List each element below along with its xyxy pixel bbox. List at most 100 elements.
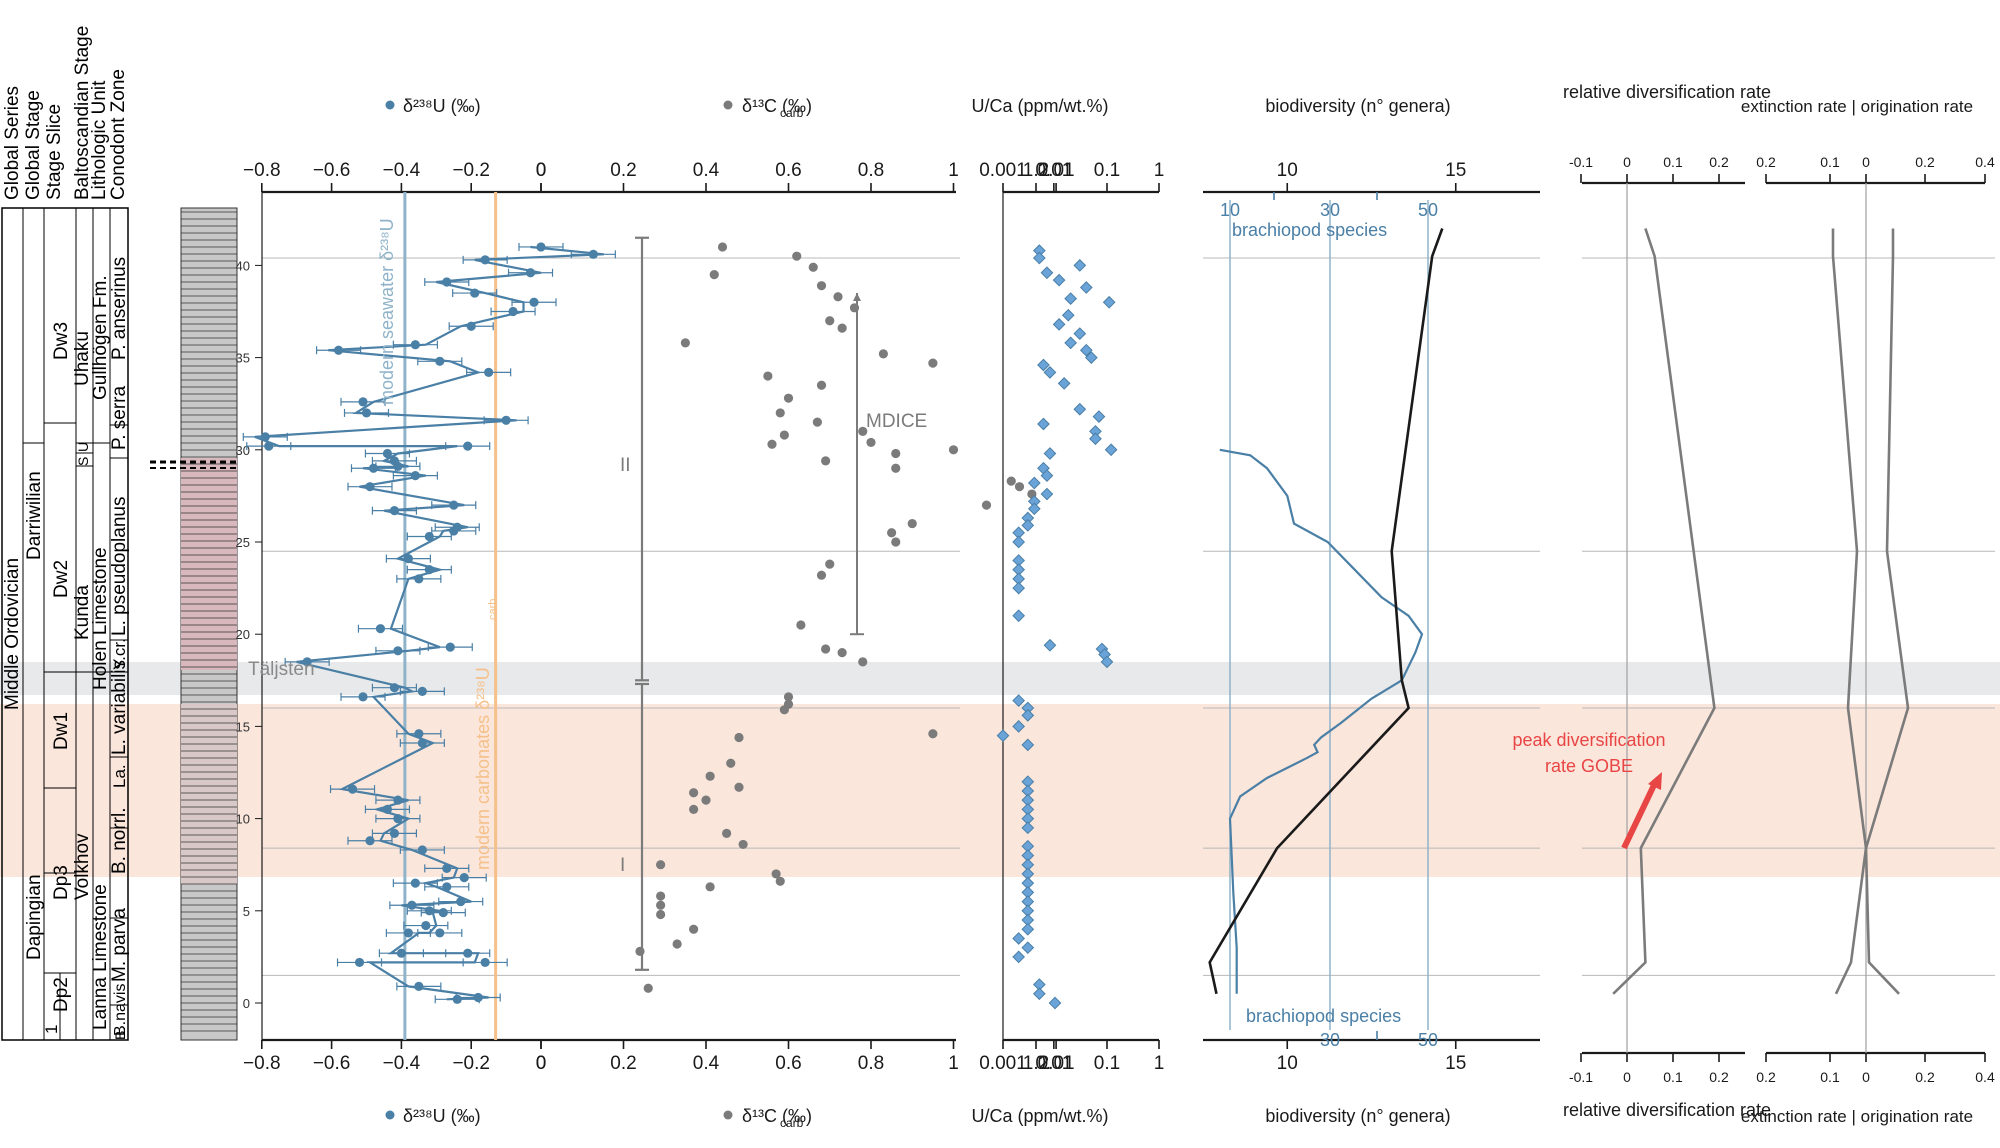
gobe-band [0, 704, 2000, 877]
cono-b: B. [112, 1027, 128, 1040]
c13-point [680, 338, 690, 348]
c13-point [705, 882, 715, 892]
u238-point [463, 948, 473, 958]
uca-point [1043, 638, 1057, 652]
c13-point [722, 828, 732, 838]
uca-point [1040, 266, 1054, 280]
u-top-tick-label: 0 [536, 160, 547, 181]
c13-point [775, 876, 785, 886]
svg-text:δ¹³C (‰): δ¹³C (‰) [742, 96, 812, 116]
u238-point [389, 506, 400, 516]
mdice-arrow [853, 293, 861, 302]
genera-line [1208, 228, 1444, 995]
peak-label-1: peak diversification [1512, 730, 1665, 750]
uca-top-tick-label: 0.01 [1035, 160, 1072, 181]
c13-point [878, 349, 888, 359]
c13-point [928, 729, 938, 739]
slice-dw3: Dw3 [51, 322, 72, 360]
u238-point [396, 948, 406, 958]
c13-point [701, 795, 711, 805]
ext-bottom-tick-label: 0.1 [1820, 1069, 1840, 1085]
stage-darriwilian: Darriwilian [24, 471, 45, 560]
c13-point [928, 358, 938, 368]
c13-point [907, 518, 917, 529]
u238-point [403, 928, 413, 938]
u238-point [435, 356, 445, 366]
uca-point [1064, 292, 1078, 305]
u238-point [452, 994, 462, 1004]
slice-dw1: Dw1 [51, 712, 72, 750]
interval-ii-label: II [620, 455, 631, 476]
uca-point [1021, 784, 1035, 798]
u238-point [407, 900, 417, 910]
c13-point [779, 705, 789, 715]
c13-point [796, 620, 806, 630]
litho-holen: Holen Limestone [90, 547, 111, 690]
interval-i-label: I [620, 855, 625, 876]
uca-point [1021, 895, 1035, 908]
uca-point [1032, 244, 1046, 258]
mdice-label: MDICE [866, 411, 927, 432]
u238-point [424, 565, 434, 575]
rdr-line [1612, 228, 1716, 995]
uca-point [1089, 424, 1102, 438]
u238-point [508, 306, 518, 317]
uca-point [1027, 502, 1041, 516]
y-tick-label: 40 [236, 258, 250, 273]
bio-bottom-tick-label: 10 [1277, 1053, 1298, 1074]
uca-point [1102, 295, 1116, 309]
c-bottom-tick-label: 1.2 [1023, 1053, 1049, 1074]
u238-point [347, 784, 358, 794]
cono-variabilis: L. variabilis [109, 660, 130, 755]
u-top-tick-label: −0.6 [313, 160, 351, 181]
rdr-bottom-tick-label: 0.1 [1663, 1069, 1683, 1085]
uca-point [1021, 941, 1035, 955]
c13-point [689, 804, 699, 814]
uca-point [1012, 535, 1026, 549]
c13-point [812, 417, 822, 427]
c-bottom-tick-label: 0.6 [775, 1053, 801, 1074]
c13-point [635, 946, 645, 956]
u238-point [389, 683, 400, 693]
uca-point [1021, 708, 1035, 722]
u238-point [456, 896, 466, 907]
c13-point [792, 251, 802, 261]
c13-point [689, 924, 699, 934]
u238-point [264, 441, 274, 451]
c13-point [858, 657, 868, 667]
u238-point [470, 288, 480, 298]
uca-point [1040, 487, 1054, 501]
balto-uhaku: Uhaku [72, 331, 93, 386]
cono-pseudoplanus: L. pseudoplanus [109, 497, 130, 636]
u238-point [452, 522, 462, 532]
y-tick-label: 30 [236, 443, 250, 458]
rdr-bottom-tick-label: 0 [1623, 1069, 1631, 1085]
uca-top-tick-label: 0.1 [1094, 160, 1120, 181]
u-bottom-tick-label: −0.2 [452, 1053, 490, 1074]
uca-point [1073, 259, 1087, 272]
c13-point [656, 891, 666, 901]
c13-point [734, 782, 744, 792]
title-bio-top: biodiversity (n° genera) [1265, 96, 1450, 116]
uca-point [1032, 987, 1046, 1001]
u-top-tick-label: −0.4 [383, 160, 421, 181]
u238-point [480, 255, 490, 265]
u238-point [414, 574, 424, 584]
c13-point [717, 242, 728, 252]
uca-point [1021, 701, 1035, 715]
balto-kunda: Kunda [72, 585, 93, 640]
uca-point [1027, 495, 1041, 508]
title-c13-top: δ¹³C (‰) carb [723, 96, 812, 120]
uca-point [1073, 327, 1087, 340]
uca-point [1021, 849, 1035, 862]
uca-point [1012, 609, 1026, 623]
brachiopod-tick-top: 10 [1220, 200, 1240, 220]
balto-u: U [75, 442, 91, 452]
uca-point [1021, 812, 1035, 825]
uca-top-tick-label: 0.001 [979, 160, 1027, 181]
u238-point [438, 908, 448, 918]
rdr-bottom-tick-label: -0.1 [1569, 1069, 1593, 1085]
u238-point [389, 456, 400, 466]
cono-navis: B.navis [112, 984, 129, 1036]
